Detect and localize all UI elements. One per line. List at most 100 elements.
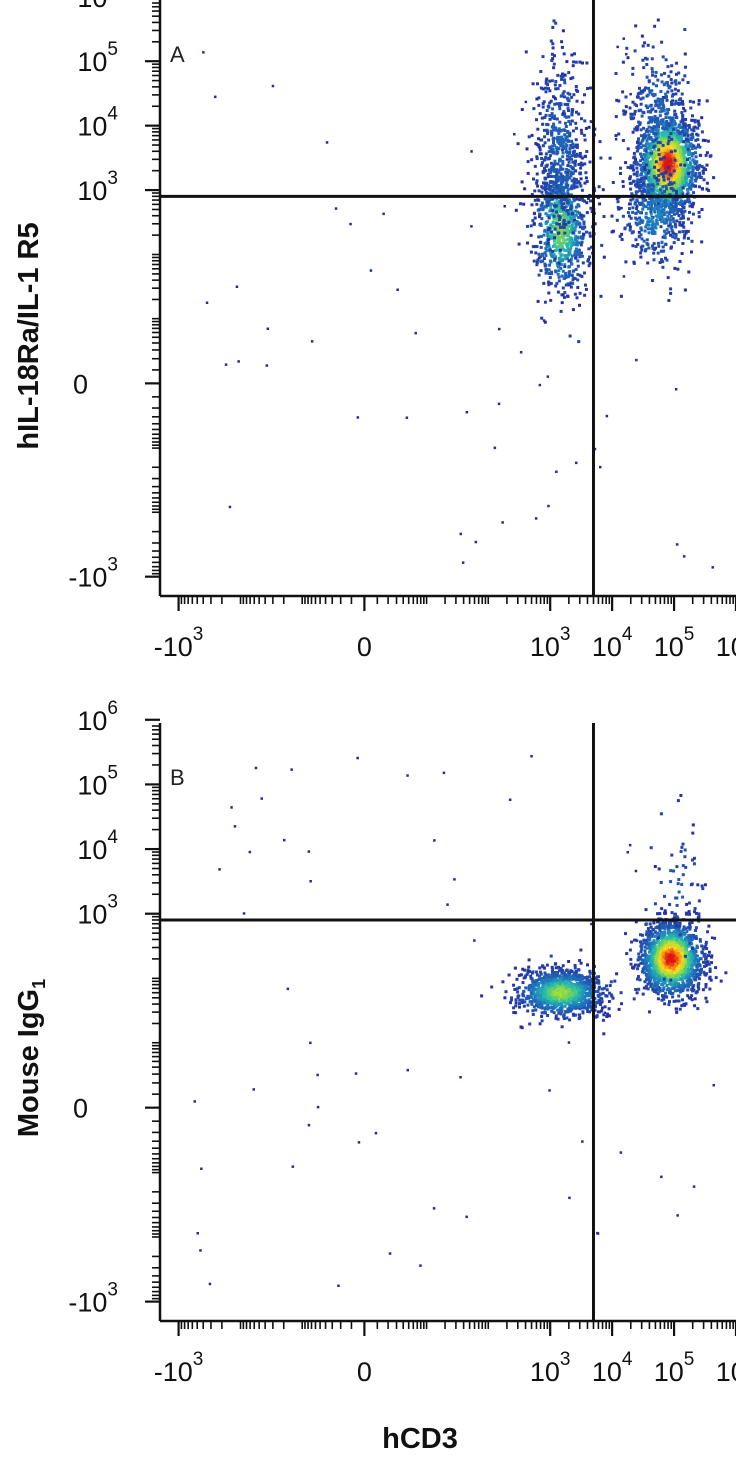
data-point (569, 216, 573, 220)
data-point (647, 116, 651, 120)
data-point (538, 996, 542, 1000)
data-point (628, 175, 632, 179)
data-point (566, 91, 570, 95)
data-point (676, 129, 680, 133)
data-point (565, 227, 569, 230)
data-point (561, 145, 565, 149)
data-point (553, 233, 557, 237)
data-point (573, 145, 577, 149)
data-point (561, 229, 565, 233)
data-point (551, 25, 555, 29)
data-point (644, 211, 648, 215)
data-point (543, 998, 547, 1002)
data-point (546, 197, 550, 201)
data-point (559, 991, 563, 995)
data-point (629, 216, 633, 220)
data-point (547, 138, 551, 142)
data-point (555, 241, 559, 245)
density-points (193, 755, 728, 1287)
data-point (570, 237, 574, 241)
data-point (551, 165, 555, 169)
data-point (681, 100, 684, 103)
data-point (693, 120, 697, 124)
data-point (587, 264, 591, 268)
data-point (581, 261, 585, 265)
data-point (579, 177, 583, 181)
data-point (691, 152, 695, 156)
data-point (618, 234, 622, 238)
data-point (567, 71, 571, 75)
data-point (578, 181, 582, 185)
data-point (568, 155, 572, 159)
data-point (561, 983, 565, 987)
data-point (561, 246, 565, 250)
data-point (683, 156, 687, 160)
data-point (681, 102, 685, 106)
data-point (661, 109, 664, 113)
data-point (656, 142, 660, 146)
data-point (554, 204, 558, 208)
data-point (562, 995, 566, 999)
data-point (531, 1013, 535, 1016)
data-point (644, 205, 648, 209)
data-point (669, 246, 673, 250)
data-point (537, 103, 541, 107)
data-point (605, 984, 608, 988)
data-point (563, 112, 567, 116)
data-point (559, 241, 563, 245)
data-point (639, 159, 642, 163)
data-point (559, 1002, 563, 1006)
data-point (581, 236, 585, 239)
data-point (579, 184, 583, 188)
data-point (586, 259, 590, 263)
data-point (640, 220, 644, 224)
data-point (557, 222, 561, 226)
data-point (670, 172, 674, 176)
data-point (653, 247, 656, 251)
data-point (543, 166, 546, 170)
data-point (668, 156, 672, 160)
data-point (594, 981, 598, 985)
data-point (575, 243, 579, 247)
data-point (683, 109, 687, 113)
data-point (639, 108, 643, 112)
data-point (644, 56, 647, 60)
data-point (565, 144, 569, 148)
data-point (585, 180, 589, 183)
data-point (555, 201, 559, 205)
data-point (684, 130, 688, 134)
data-point (532, 983, 536, 987)
data-point (568, 201, 572, 205)
data-point (560, 220, 564, 224)
data-point (586, 963, 589, 967)
data-point (671, 235, 675, 239)
data-point (564, 275, 568, 278)
data-point (532, 107, 536, 111)
data-point (579, 128, 583, 132)
data-point (629, 164, 633, 168)
data-point (663, 159, 667, 163)
data-point (649, 210, 653, 214)
data-point (569, 281, 573, 285)
data-point (693, 125, 697, 129)
data-point (556, 226, 560, 230)
data-point (637, 230, 641, 234)
data-point (683, 201, 687, 205)
data-point (666, 130, 670, 134)
data-point (582, 1002, 586, 1006)
data-point (649, 167, 653, 171)
data-point (526, 241, 529, 245)
data-point (546, 214, 550, 217)
data-point (540, 201, 544, 205)
data-point (633, 127, 637, 131)
data-point (648, 188, 652, 192)
data-point (670, 229, 674, 232)
data-point (656, 202, 660, 206)
data-point (575, 997, 579, 1001)
data-point (664, 58, 668, 62)
y-tick-label: 105 (77, 39, 118, 77)
data-point (638, 180, 642, 184)
data-point (501, 521, 504, 524)
data-point (533, 245, 537, 249)
data-point (567, 273, 571, 277)
